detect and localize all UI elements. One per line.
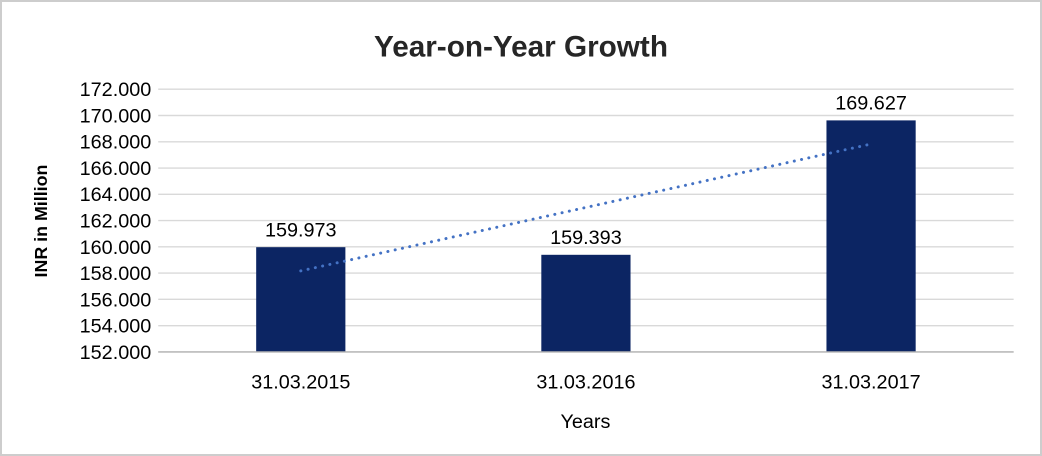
y-tick-label: 152.000 bbox=[80, 342, 152, 364]
y-tick-label: 154.000 bbox=[80, 316, 152, 338]
linear-trendline bbox=[299, 142, 873, 273]
y-tick-label: 168.000 bbox=[80, 132, 152, 154]
y-tick-label: 170.000 bbox=[80, 105, 152, 127]
x-category-label: 31.03.2017 bbox=[821, 372, 920, 394]
x-category-label: 31.03.2016 bbox=[536, 372, 635, 394]
y-tick-label: 156.000 bbox=[80, 289, 152, 311]
x-category-label: 31.03.2015 bbox=[251, 372, 350, 394]
y-tick-label: 160.000 bbox=[80, 237, 152, 259]
y-axis-title: INR in Million bbox=[31, 165, 51, 278]
data-label: 159.973 bbox=[265, 219, 337, 241]
y-axis-tick-labels: 152.000 154.000 156.000 158.000 160.000 162.0… bbox=[80, 79, 152, 364]
bar-31.03.2016 bbox=[541, 254, 631, 352]
y-tick-label: 162.000 bbox=[80, 211, 152, 233]
y-tick-label: 164.000 bbox=[80, 184, 152, 206]
y-tick-label: 158.000 bbox=[80, 263, 152, 285]
chart-title: Year-on-Year Growth bbox=[374, 31, 668, 64]
x-axis-title: Years bbox=[560, 411, 610, 433]
bar-31.03.2017 bbox=[826, 120, 916, 352]
data-labels: 159.973 159.393 169.627 bbox=[265, 92, 907, 248]
y-tick-label: 166.000 bbox=[80, 158, 152, 180]
x-axis-category-labels: 31.03.2015 31.03.2016 31.03.2017 bbox=[251, 372, 920, 394]
data-label: 169.627 bbox=[835, 92, 907, 114]
y-tick-label: 172.000 bbox=[80, 79, 152, 101]
data-label: 159.393 bbox=[550, 227, 622, 249]
bar-31.03.2015 bbox=[256, 247, 346, 352]
